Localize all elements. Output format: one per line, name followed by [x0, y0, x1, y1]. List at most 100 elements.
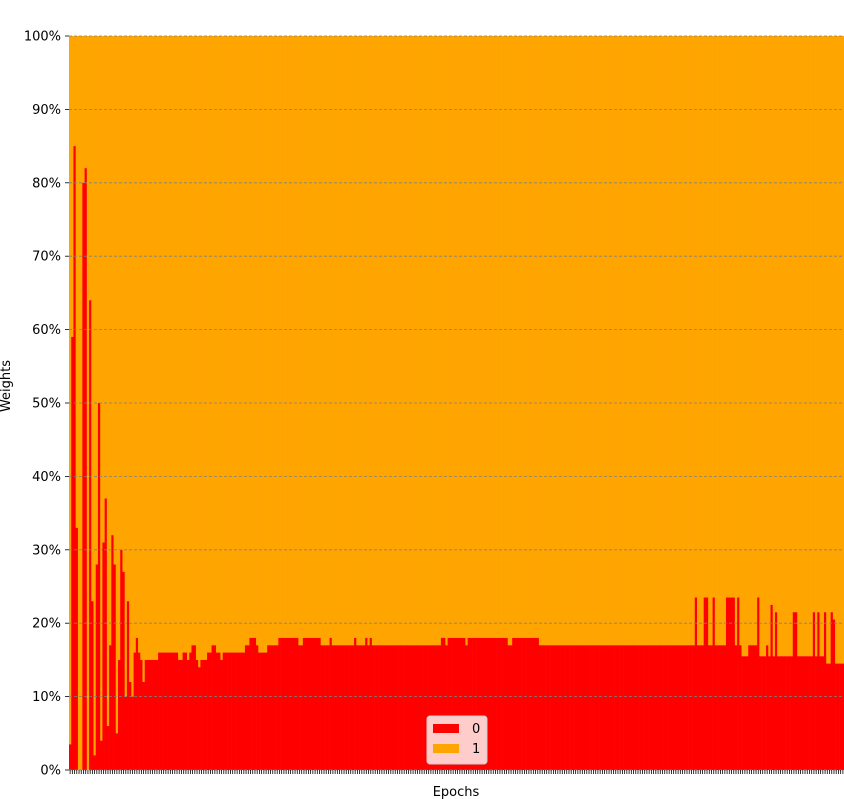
bar-series-1: [554, 36, 558, 646]
bar-series-0: [797, 656, 800, 770]
bar-series-0: [313, 637, 317, 770]
x-axis-label: Epochs: [433, 785, 480, 799]
bar-series-0: [456, 637, 460, 770]
bar-series-1: [616, 36, 620, 646]
bar-series-1: [525, 36, 529, 638]
bar-series-1: [151, 36, 154, 660]
bar-series-0: [534, 637, 538, 770]
bar-series-0: [452, 637, 455, 770]
bar-series-1: [280, 36, 284, 638]
bar-series-0: [732, 597, 736, 770]
bar-series-1: [503, 36, 506, 638]
bar-series-0: [786, 656, 789, 770]
bar-series-1: [316, 36, 319, 638]
bar-series-1: [423, 36, 426, 646]
bar-series-0: [592, 645, 595, 770]
bar-series-1: [556, 36, 560, 646]
bar-series-1: [841, 36, 844, 664]
bar-series-0: [460, 637, 464, 770]
legend: 0 1: [426, 715, 488, 765]
bar-series-1: [73, 36, 77, 147]
bar-series-0: [516, 637, 520, 770]
bar-series-1: [345, 36, 348, 646]
bar-series-0: [454, 637, 457, 770]
bar-series-0: [714, 645, 718, 770]
bar-series-0: [523, 637, 526, 770]
bar-series-0: [358, 645, 362, 770]
bar-series-0: [378, 645, 382, 770]
bar-series-1: [320, 36, 324, 646]
bar-series-0: [187, 659, 190, 770]
bar-series-0: [509, 645, 513, 770]
bar-series-1: [142, 36, 146, 682]
bar-series-0: [449, 637, 453, 770]
bar-series-1: [249, 36, 252, 638]
bar-series-0: [289, 637, 293, 770]
bar-series-0: [138, 652, 141, 770]
bar-series-0: [262, 652, 266, 770]
bar-series-0: [505, 637, 509, 770]
bar-series-0: [529, 637, 533, 770]
bar-series-1: [518, 36, 522, 638]
bar-series-1: [712, 36, 716, 598]
bar-series-1: [619, 36, 622, 646]
bar-series-0: [149, 659, 152, 770]
bar-series-0: [434, 645, 437, 770]
bar-series-1: [621, 36, 624, 646]
bar-series-0: [552, 645, 555, 770]
bar-series-1: [385, 36, 388, 646]
bar-series-1: [741, 36, 745, 657]
bar-series-0: [411, 645, 415, 770]
bar-series-1: [746, 36, 749, 657]
bar-series-0: [267, 645, 270, 770]
bar-series-0: [561, 645, 564, 770]
bar-series-1: [703, 36, 707, 598]
bar-series-1: [574, 36, 578, 646]
bar-series-0: [659, 645, 662, 770]
bar-series-0: [826, 663, 829, 770]
bar-series-0: [643, 645, 647, 770]
bar-series-1: [489, 36, 493, 638]
bar-series-0: [82, 182, 85, 771]
bar-series-1: [403, 36, 406, 646]
bar-series-0: [777, 656, 780, 770]
bar-series-1: [84, 36, 88, 169]
bar-series-1: [351, 36, 355, 646]
bar-series-0: [398, 645, 402, 770]
bar-series-1: [387, 36, 391, 646]
bar-series-0: [621, 645, 624, 770]
bar-series-1: [447, 36, 451, 638]
bar-series-1: [465, 36, 468, 646]
bar-series-1: [469, 36, 473, 638]
bar-series-0: [376, 645, 379, 770]
bar-series-1: [171, 36, 175, 653]
bar-series-0: [298, 645, 301, 770]
bar-series-1: [365, 36, 368, 638]
bar-series-1: [614, 36, 618, 646]
bar-series-1: [354, 36, 357, 638]
bar-series-0: [334, 645, 337, 770]
bar-series-1: [233, 36, 237, 653]
bar-series-1: [82, 36, 85, 183]
bar-series-1: [273, 36, 277, 646]
bar-series-0: [347, 645, 350, 770]
bar-series-0: [204, 659, 208, 770]
bar-series-0: [808, 656, 811, 770]
bar-series-1: [202, 36, 206, 660]
bar-series-1: [648, 36, 651, 646]
bar-series-0: [296, 637, 299, 770]
bar-series-1: [463, 36, 466, 638]
bar-series-0: [676, 645, 680, 770]
bar-series-0: [605, 645, 609, 770]
bar-series-0: [240, 652, 244, 770]
bar-series-0: [69, 744, 72, 770]
bar-series-1: [570, 36, 573, 646]
bar-series-1: [434, 36, 437, 646]
bar-series-0: [815, 656, 818, 770]
bar-series-0: [302, 637, 306, 770]
bar-series-0: [734, 645, 738, 770]
bar-series-1: [663, 36, 667, 646]
bar-series-0: [367, 645, 370, 770]
bar-series-1: [665, 36, 669, 646]
bar-series-1: [411, 36, 415, 646]
